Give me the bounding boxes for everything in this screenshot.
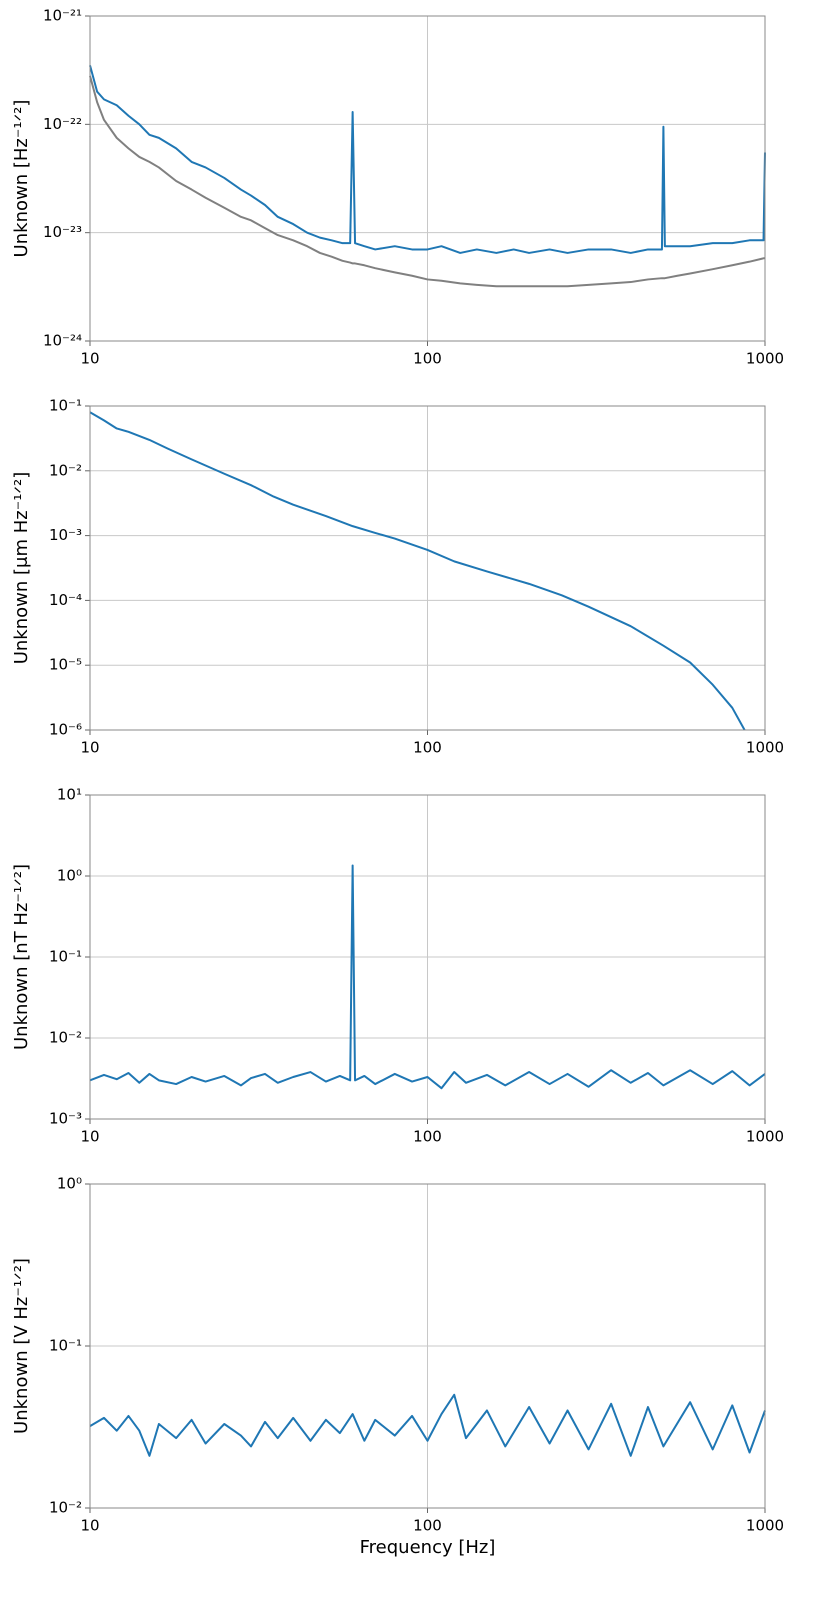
x-tick-label: 1000	[746, 350, 784, 368]
y-tick-label: 10⁻²¹	[43, 7, 82, 25]
x-tick-label: 1000	[746, 1128, 784, 1146]
data-line	[89, 864, 766, 1090]
x-axis-label: Frequency [Hz]	[360, 1537, 496, 1558]
x-tick-label: 10	[80, 739, 99, 757]
y-axis-label: Unknown [nT Hz⁻¹ᐟ²]	[11, 864, 32, 1050]
x-tick-label: 10	[80, 1128, 99, 1146]
y-tick-label: 10⁻⁴	[49, 591, 82, 609]
plot-frame	[89, 794, 766, 1120]
plot-frame	[89, 15, 766, 342]
data-line	[89, 1393, 766, 1457]
data-line	[89, 411, 746, 731]
x-tick-label: 100	[413, 1128, 442, 1146]
x-tick-label: 10	[80, 1517, 99, 1535]
y-tick-label: 10⁻³	[49, 526, 82, 544]
y-tick-label: 10⁻²⁴	[43, 332, 82, 350]
y-tick-label: 10⁻²	[49, 461, 82, 479]
y-tick-label: 10⁻²	[49, 1499, 82, 1517]
data-line	[89, 75, 765, 288]
y-tick-label: 10¹	[57, 786, 82, 804]
x-tick-label: 100	[413, 739, 442, 757]
data-line	[89, 65, 766, 254]
x-tick-label: 10	[80, 350, 99, 368]
y-axis-label: Unknown [μm Hz⁻¹ᐟ²]	[11, 472, 32, 665]
y-tick-label: 10⁻¹	[49, 948, 82, 966]
y-tick-label: 10⁻³	[49, 1110, 82, 1128]
y-axis-label: Unknown [V Hz⁻¹ᐟ²]	[11, 1258, 32, 1434]
plot-frame	[89, 405, 766, 731]
plot-frame	[89, 1183, 766, 1509]
y-tick-label: 10⁻²	[49, 1029, 82, 1047]
y-tick-label: 10⁻¹	[49, 397, 82, 415]
y-axis-label: Unknown [Hz⁻¹ᐟ²]	[11, 100, 32, 258]
y-tick-label: 10⁻¹	[49, 1337, 82, 1355]
y-tick-label: 10⁻⁵	[49, 656, 82, 674]
y-tick-label: 10⁻²²	[43, 115, 82, 133]
y-tick-label: 10⁻²³	[43, 223, 82, 241]
y-tick-label: 10⁰	[57, 867, 82, 885]
y-tick-label: 10⁰	[57, 1175, 82, 1193]
y-tick-label: 10⁻⁶	[49, 721, 82, 739]
x-tick-label: 100	[413, 1517, 442, 1535]
x-tick-label: 1000	[746, 739, 784, 757]
x-tick-label: 1000	[746, 1517, 784, 1535]
x-tick-label: 100	[413, 350, 442, 368]
